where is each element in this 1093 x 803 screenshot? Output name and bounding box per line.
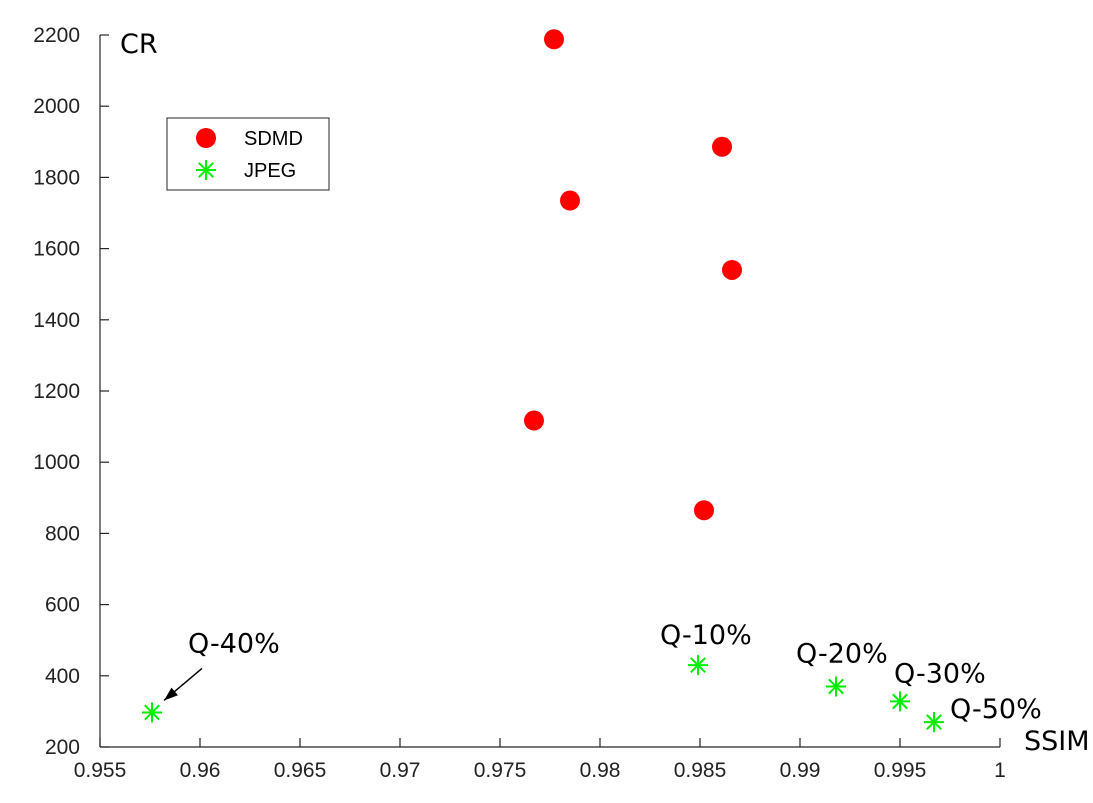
sdmd-point: [722, 259, 742, 280]
annotation-arrow-head: [164, 687, 178, 701]
y-tick-label: 2000: [33, 95, 80, 118]
y-tick-label: 800: [45, 522, 80, 545]
y-tick-label: 1600: [33, 238, 80, 261]
y-tick-label: 600: [45, 594, 80, 617]
x-tick-label: 0.98: [580, 759, 621, 782]
sdmd-point: [524, 410, 544, 431]
y-tick-label: 200: [45, 736, 80, 759]
x-tick-label: 1: [994, 759, 1006, 782]
jpeg-point: [924, 712, 944, 733]
legend: SDMD JPEG: [166, 117, 330, 191]
jpeg-point: [688, 655, 708, 676]
x-tick-label: 0.955: [74, 759, 127, 782]
x-tick-label: 0.99: [780, 759, 821, 782]
annotation-label: Q-10%: [660, 620, 752, 651]
y-axis-title: CR: [120, 29, 158, 60]
x-tick-label: 0.985: [674, 759, 727, 782]
jpeg-point: [890, 691, 910, 712]
jpeg-point: [826, 676, 846, 697]
x-tick-label: 0.96: [180, 759, 221, 782]
legend-label: JPEG: [244, 160, 296, 182]
x-tick-label: 0.965: [274, 759, 327, 782]
sdmd-point: [560, 190, 580, 211]
y-tick-label: 1800: [33, 166, 80, 189]
x-tick-label: 0.975: [474, 759, 527, 782]
x-axis-title: SSIM: [1024, 726, 1090, 757]
sdmd-point: [544, 29, 564, 50]
annotation-label: Q-30%: [894, 658, 986, 689]
annotation-label: Q-20%: [796, 638, 888, 669]
x-tick-label: 0.97: [380, 759, 421, 782]
annotations: Q-40% Q-10% Q-20%Q-30% Q-50%: [163, 620, 1042, 725]
x-tick-label: 0.995: [874, 759, 927, 782]
sdmd-point: [694, 500, 714, 521]
data-marks: [142, 29, 944, 733]
legend-jpeg-marker: [196, 160, 216, 180]
y-tick-label: 400: [45, 665, 80, 688]
legend-sdmd-marker: [196, 128, 216, 148]
legend-box: [166, 117, 330, 191]
y-tick-label: 1000: [33, 451, 80, 474]
y-tick-label: 1200: [33, 380, 80, 403]
annotation-label: Q-40%: [188, 628, 280, 659]
legend-label: SDMD: [244, 128, 303, 150]
jpeg-point: [142, 702, 162, 723]
y-tick-label: 2200: [33, 24, 80, 47]
annotation-label: Q-50%: [950, 694, 1042, 725]
axes: 0.955 0.96 0.965 0.97 0.975 0.98 0.985 0.99 0.99…: [33, 24, 1006, 782]
y-tick-label: 1400: [33, 309, 80, 332]
sdmd-point: [712, 136, 732, 157]
